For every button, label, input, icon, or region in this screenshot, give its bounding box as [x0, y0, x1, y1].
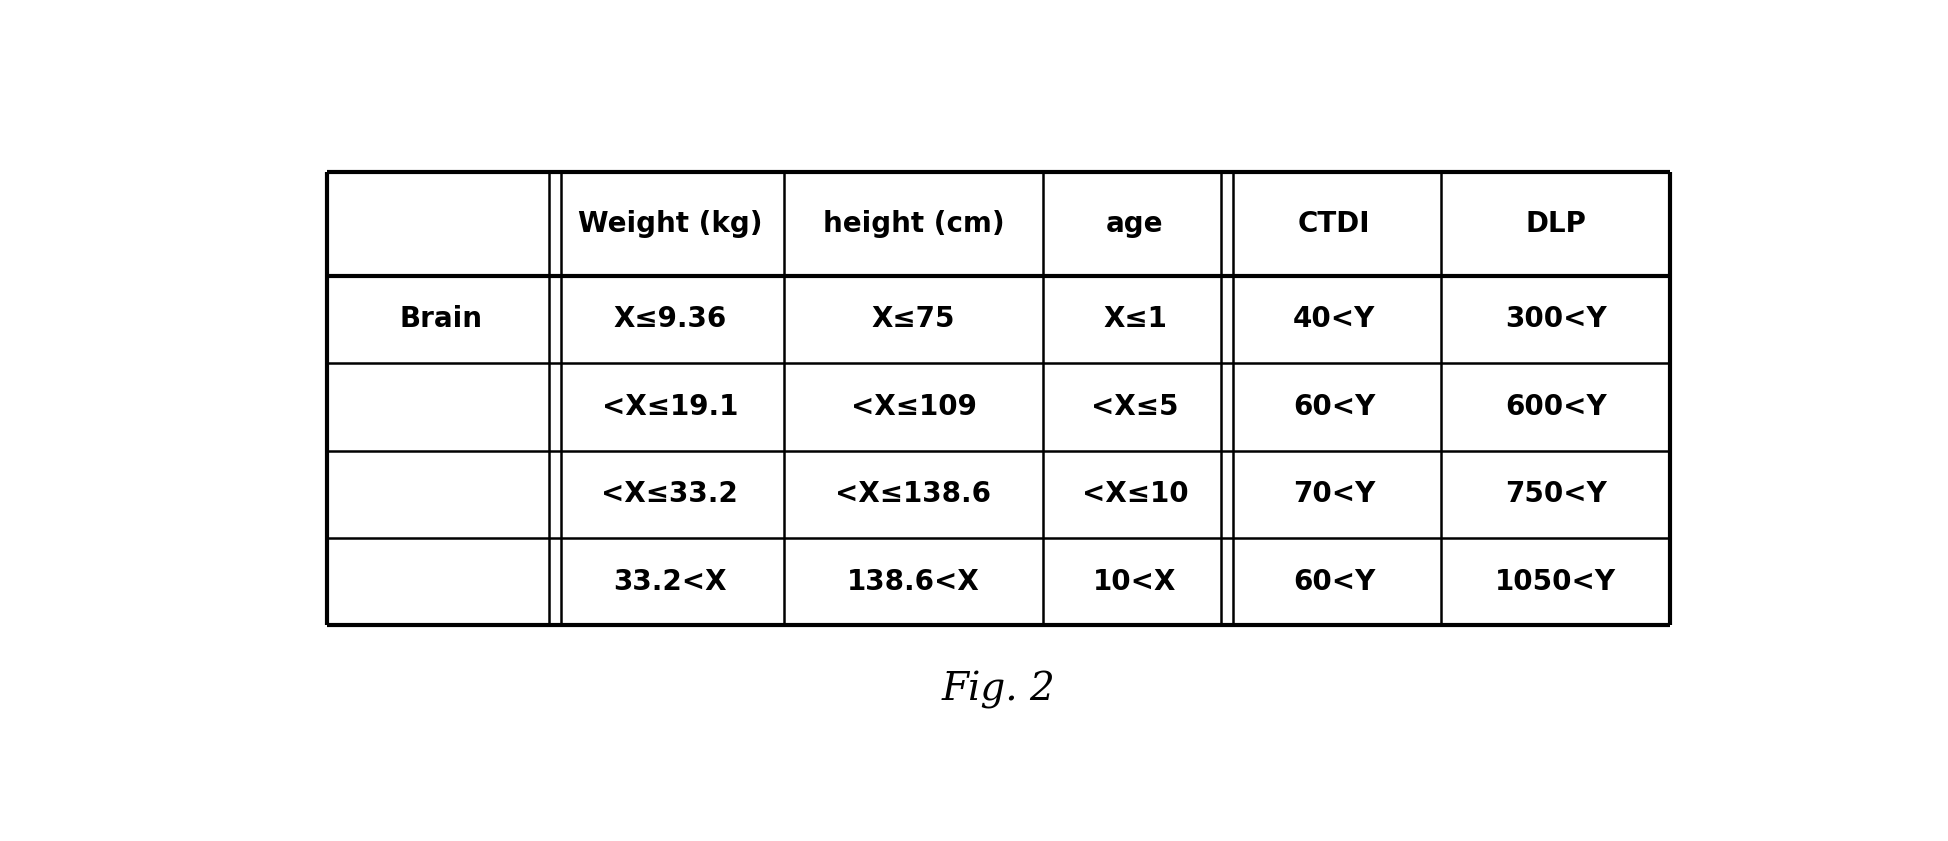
Text: 600<Y: 600<Y: [1506, 393, 1607, 420]
Text: CTDI: CTDI: [1297, 210, 1371, 238]
Text: X≤9.36: X≤9.36: [614, 305, 727, 334]
Text: <X≤138.6: <X≤138.6: [836, 480, 992, 508]
Text: 750<Y: 750<Y: [1504, 480, 1607, 508]
Text: 60<Y: 60<Y: [1293, 568, 1375, 595]
Text: Brain: Brain: [399, 305, 483, 334]
Text: Fig. 2: Fig. 2: [941, 671, 1056, 709]
Text: 40<Y: 40<Y: [1293, 305, 1375, 334]
Text: 60<Y: 60<Y: [1293, 393, 1375, 420]
Text: DLP: DLP: [1525, 210, 1586, 238]
Text: <X≤10: <X≤10: [1081, 480, 1188, 508]
Text: <X≤109: <X≤109: [851, 393, 976, 420]
Text: age: age: [1106, 210, 1163, 238]
Text: X≤75: X≤75: [871, 305, 955, 334]
Text: <X≤33.2: <X≤33.2: [602, 480, 738, 508]
Text: 70<Y: 70<Y: [1293, 480, 1375, 508]
Text: Weight (kg): Weight (kg): [577, 210, 762, 238]
Text: 138.6<X: 138.6<X: [847, 568, 980, 595]
Text: 300<Y: 300<Y: [1506, 305, 1607, 334]
Text: <X≤19.1: <X≤19.1: [602, 393, 738, 420]
Text: X≤1: X≤1: [1103, 305, 1167, 334]
Text: 33.2<X: 33.2<X: [614, 568, 727, 595]
Text: <X≤5: <X≤5: [1091, 393, 1179, 420]
Text: 1050<Y: 1050<Y: [1496, 568, 1617, 595]
Text: height (cm): height (cm): [822, 210, 1005, 238]
Text: 10<X: 10<X: [1093, 568, 1177, 595]
